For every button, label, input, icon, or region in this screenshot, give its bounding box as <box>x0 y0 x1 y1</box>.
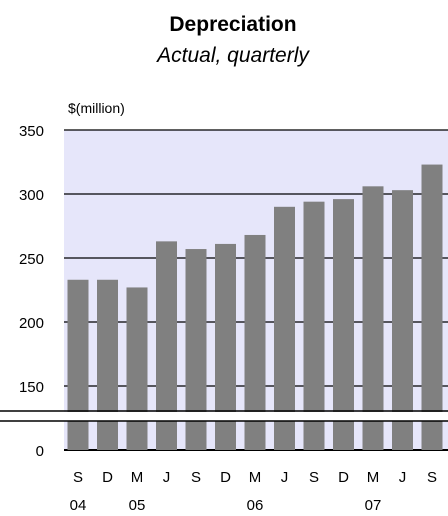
x-tick-label: M <box>131 469 144 486</box>
x-tick-label: M <box>249 469 262 486</box>
x-tick-label: S <box>427 469 437 486</box>
bar <box>274 206 295 450</box>
bar <box>333 199 354 450</box>
bar <box>67 279 89 450</box>
y-tick-label: 0 <box>36 443 44 460</box>
y-axis-unit-label: $(million) <box>68 100 125 116</box>
y-tick-label: 150 <box>19 379 44 396</box>
x-tick-label: D <box>338 469 349 486</box>
x-tick-label: J <box>163 469 171 486</box>
x-year-label: 05 <box>129 497 146 514</box>
x-tick-label: D <box>102 469 113 486</box>
axis-break-gap <box>0 412 448 421</box>
x-tick-label: D <box>220 469 231 486</box>
x-tick-label: S <box>73 469 83 486</box>
bar <box>156 241 177 450</box>
chart-title: Depreciation <box>169 13 296 36</box>
y-tick-label: 350 <box>19 123 44 140</box>
x-tick-label: J <box>281 469 289 486</box>
x-year-label: 06 <box>247 497 264 514</box>
bar <box>97 279 118 450</box>
bars <box>67 164 443 450</box>
x-year-label: 04 <box>70 497 87 514</box>
y-tick-label: 200 <box>19 315 44 332</box>
x-tick-label: S <box>191 469 201 486</box>
x-axis-year-labels: 04 05 06 07 <box>70 497 382 514</box>
y-tick-label: 300 <box>19 187 44 204</box>
bar <box>215 243 236 450</box>
y-tick-label: 250 <box>19 251 44 268</box>
bar <box>303 201 325 450</box>
bar <box>244 234 266 450</box>
axis-break <box>0 410 448 422</box>
chart-subtitle: Actual, quarterly <box>155 44 310 67</box>
y-axis-ticks: 350 300 250 200 150 0 <box>19 123 44 460</box>
bar <box>362 186 384 450</box>
x-tick-label: M <box>367 469 380 486</box>
bar <box>185 249 207 450</box>
x-tick-label: S <box>309 469 319 486</box>
bar <box>421 164 443 450</box>
x-year-label: 07 <box>365 497 382 514</box>
bar <box>126 287 148 450</box>
bar <box>392 190 413 450</box>
x-tick-label: J <box>399 469 407 486</box>
